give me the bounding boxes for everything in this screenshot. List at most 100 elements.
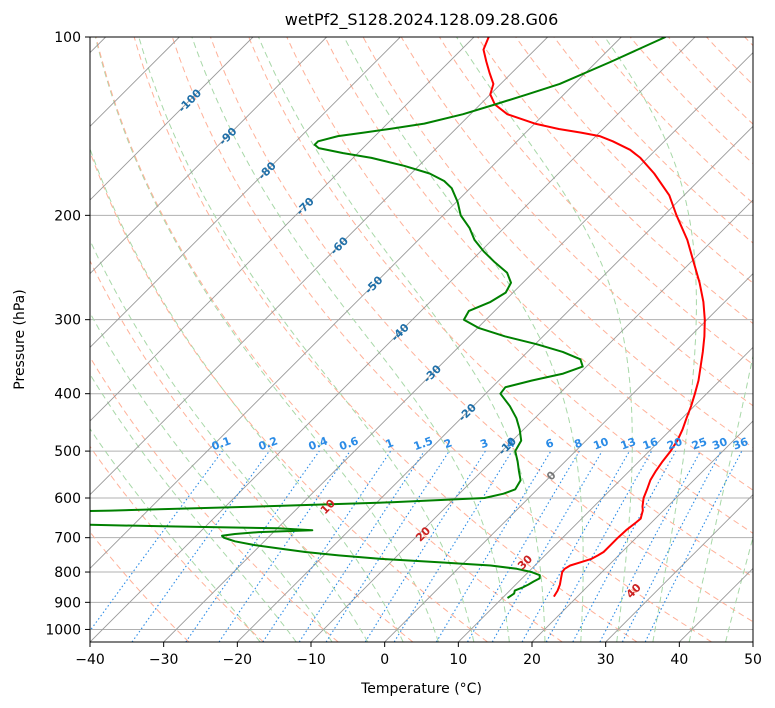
mixing-ratio-line bbox=[325, 450, 450, 642]
isotherm-line bbox=[458, 346, 753, 642]
isotherms bbox=[90, 37, 753, 642]
pressure-gridlines bbox=[90, 37, 753, 630]
dry-adiabat-line bbox=[248, 37, 753, 578]
moist-adiabat-line bbox=[90, 373, 297, 642]
dry-adiabat-line bbox=[90, 259, 414, 642]
isotherm-line bbox=[384, 273, 753, 642]
moist-adiabat-line bbox=[725, 535, 753, 642]
moist-adiabat-line bbox=[343, 37, 584, 642]
moist-adiabat-line bbox=[604, 37, 697, 642]
dry-adiabat-line bbox=[629, 37, 753, 165]
mixing-ratio-label: 4 bbox=[505, 436, 517, 451]
mixing-ratio-label: 16 bbox=[641, 435, 660, 453]
x-tick-label--10: −10 bbox=[296, 652, 326, 668]
mixing-ratio-line bbox=[90, 450, 223, 632]
isotherm-line bbox=[310, 199, 753, 642]
y-tick-label-900: 900 bbox=[54, 595, 81, 611]
dry-adiabat-line bbox=[171, 37, 712, 642]
moist-adiabats bbox=[90, 37, 753, 642]
dry-adiabat-line bbox=[90, 445, 264, 642]
isotherm-line bbox=[90, 37, 475, 422]
x-tick-label--40: −40 bbox=[75, 652, 105, 668]
mixing-ratio-line bbox=[393, 450, 513, 642]
moist-adiabat-line bbox=[94, 37, 439, 642]
plot-frame bbox=[89, 36, 754, 643]
moist-adiabat-line bbox=[90, 311, 333, 642]
x-tick-label--20: −20 bbox=[223, 652, 253, 668]
y-tick-label-300: 300 bbox=[54, 313, 81, 329]
mixing-ratio-label: 1.5 bbox=[412, 434, 435, 453]
moist-adiabat-line bbox=[90, 427, 261, 642]
isotherm-line bbox=[605, 494, 753, 642]
isotherm-line bbox=[163, 52, 753, 642]
mixing-ratio-label: 3 bbox=[478, 436, 490, 451]
isotherm-line bbox=[90, 37, 401, 348]
mixing-ratio-line bbox=[435, 450, 552, 642]
mixing-ratio-label: 0.1 bbox=[210, 434, 233, 453]
mixing-ratio-line bbox=[491, 450, 603, 642]
mixing-ratio-label: 1 bbox=[384, 436, 396, 451]
moist-adiabat-line bbox=[90, 147, 404, 642]
y-tick-label-100: 100 bbox=[54, 30, 81, 46]
x-tick-label-30: 30 bbox=[597, 652, 615, 668]
dry-adiabat-line bbox=[95, 37, 563, 642]
dry-adiabat-line bbox=[400, 37, 753, 407]
mixing-ratio-label: 0.6 bbox=[338, 434, 361, 453]
dry-adiabat-line bbox=[210, 37, 753, 623]
mixing-ratio-line bbox=[545, 450, 653, 642]
mixing-ratio-line bbox=[572, 450, 677, 642]
isotherm-line bbox=[237, 125, 753, 642]
isotherm-line bbox=[90, 37, 548, 496]
mixing-ratio-label: 0.4 bbox=[307, 434, 330, 453]
mixing-ratio-label: 0.2 bbox=[257, 434, 280, 453]
mixing-ratio-line bbox=[467, 450, 580, 642]
mixing-ratio-line bbox=[521, 450, 630, 642]
dry-adiabat-line bbox=[324, 37, 753, 491]
mixing-ratio-label: 30 bbox=[710, 435, 729, 453]
mixing-ratio-label: 10 bbox=[592, 435, 611, 453]
moist-adiabat-line bbox=[688, 353, 753, 642]
y-tick-label-800: 800 bbox=[54, 565, 81, 581]
y-axis: 100 200 300 400 500 600 700 800 900 1000 bbox=[45, 30, 90, 638]
mixing-ratio-label: 6 bbox=[544, 436, 556, 451]
dry-adiabat-line bbox=[591, 37, 753, 204]
isotherm-line bbox=[90, 37, 696, 642]
moist-adiabat-line bbox=[138, 37, 475, 642]
sounding-series bbox=[90, 37, 706, 599]
mixing-ratio-label: 8 bbox=[572, 436, 584, 451]
dry-adiabat-line bbox=[133, 37, 638, 642]
mixing-ratio-lines bbox=[90, 450, 743, 642]
x-axis-label: Temperature (°C) bbox=[360, 681, 482, 697]
y-axis-label: Pressure (hPa) bbox=[12, 289, 28, 389]
isotherm-line bbox=[531, 420, 753, 642]
y-tick-label-600: 600 bbox=[54, 491, 81, 507]
mixing-ratio-label: 13 bbox=[619, 435, 638, 452]
x-tick-label-50: 50 bbox=[744, 652, 762, 668]
mixing-ratio-label: 2 bbox=[442, 436, 454, 451]
x-tick-label-20: 20 bbox=[523, 652, 541, 668]
isotherm-line bbox=[90, 37, 622, 569]
x-axis: −40 −30 −20 −10 0 10 20 30 40 50 bbox=[75, 642, 762, 668]
x-tick-label-0: 0 bbox=[380, 652, 389, 668]
temperature-profile-line bbox=[482, 37, 706, 598]
mixing-ratio-label: 25 bbox=[690, 435, 709, 452]
mixing-ratio-line bbox=[364, 450, 486, 642]
dry-adiabat-line bbox=[477, 37, 753, 325]
mixing-ratio-label: 20 bbox=[665, 435, 684, 453]
y-tick-label-1000: 1000 bbox=[45, 622, 81, 638]
dewpoint-profile-line bbox=[90, 37, 666, 599]
isotherm-line bbox=[90, 37, 254, 201]
x-tick-label-40: 40 bbox=[670, 652, 688, 668]
mixing-ratio-label: 36 bbox=[731, 435, 750, 453]
x-tick-label-10: 10 bbox=[449, 652, 467, 668]
mixing-ratio-line bbox=[185, 450, 320, 642]
moist-adiabat-line bbox=[90, 239, 369, 642]
dry-adiabat-line bbox=[515, 37, 753, 284]
y-tick-label-700: 700 bbox=[54, 531, 81, 547]
chart-title: wetPf2_S128.2024.128.09.28.G06 bbox=[285, 10, 559, 30]
y-tick-label-500: 500 bbox=[54, 444, 81, 460]
mixing-ratio-line bbox=[218, 450, 351, 642]
x-tick-label--30: −30 bbox=[149, 652, 179, 668]
